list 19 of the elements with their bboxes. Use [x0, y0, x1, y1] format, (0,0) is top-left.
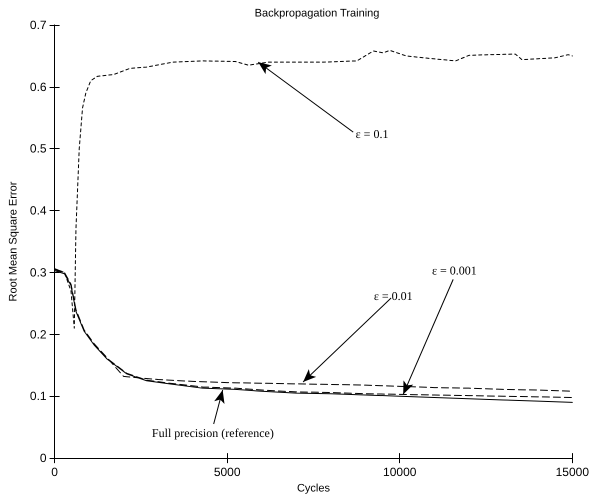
- chart-title: Backpropagation Training: [254, 8, 380, 20]
- y-tick-label: 0.6: [30, 80, 47, 94]
- y-tick-label: 0.2: [30, 327, 47, 342]
- x-tick-label: 10000: [383, 465, 417, 480]
- y-axis-title: Root Mean Square Error: [8, 181, 20, 302]
- y-tick-label: 0.4: [30, 204, 47, 218]
- annotation: Full precision (reference): [152, 426, 274, 440]
- y-tick-label: 0: [40, 451, 47, 466]
- y-tick-label: 0.3: [30, 265, 47, 280]
- y-tick-label: 0.7: [30, 18, 47, 32]
- x-tick-label: 0: [51, 465, 58, 480]
- annotation: ε = 0.001: [432, 264, 477, 278]
- annotation: ε = 0.01: [374, 288, 413, 303]
- x-axis-title: Cycles: [296, 482, 330, 494]
- y-tick-label: 0.1: [30, 389, 47, 404]
- y-tick-label: 0.5: [30, 142, 47, 156]
- x-tick-label: 5000: [214, 465, 241, 480]
- x-tick-label: 15000: [556, 465, 590, 480]
- annotation: ε = 0.1: [356, 126, 388, 141]
